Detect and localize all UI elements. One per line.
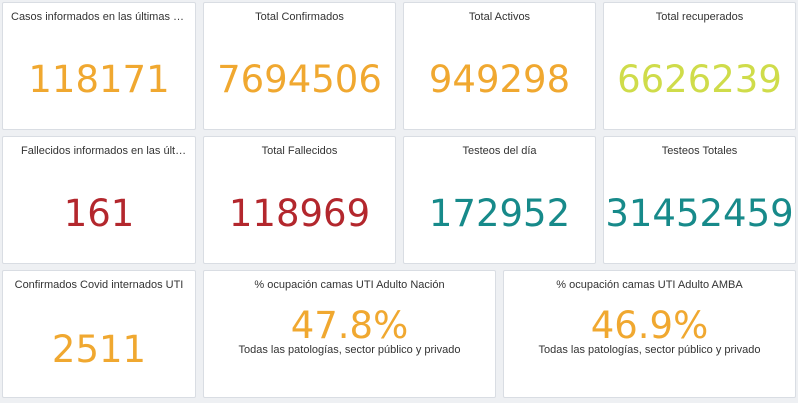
card-fallecidos-ultimas-24h[interactable]: Fallecidos informados en las últim… 161 bbox=[2, 136, 196, 264]
card-value: 31452459 bbox=[605, 192, 794, 235]
card-title: Casos informados en las últimas 2… bbox=[11, 11, 187, 23]
card-testeos-totales[interactable]: Testeos Totales 31452459 bbox=[603, 136, 796, 264]
card-value: 2511 bbox=[51, 328, 147, 371]
card-total-activos[interactable]: Total Activos 949298 bbox=[403, 2, 596, 130]
card-value: 47.8% bbox=[290, 304, 409, 347]
card-title: Total Activos bbox=[468, 11, 531, 23]
card-total-fallecidos[interactable]: Total Fallecidos 118969 bbox=[203, 136, 396, 264]
card-title: % ocupación camas UTI Adulto Nación bbox=[254, 279, 445, 291]
card-title: Testeos Totales bbox=[661, 145, 738, 157]
card-title: Testeos del día bbox=[462, 145, 537, 157]
card-total-confirmados[interactable]: Total Confirmados 7694506 bbox=[203, 2, 396, 130]
card-title: % ocupación camas UTI Adulto AMBA bbox=[556, 279, 743, 291]
card-value: 172952 bbox=[428, 192, 571, 235]
card-casos-ultimas-24h[interactable]: Casos informados en las últimas 2… 11817… bbox=[2, 2, 196, 130]
card-value: 46.9% bbox=[590, 304, 709, 347]
card-ocupacion-uti-amba[interactable]: % ocupación camas UTI Adulto AMBA 46.9% … bbox=[503, 270, 796, 398]
card-value: 161 bbox=[63, 192, 135, 235]
card-testeos-del-dia[interactable]: Testeos del día 172952 bbox=[403, 136, 596, 264]
card-value: 118171 bbox=[28, 58, 170, 101]
card-title: Total Fallecidos bbox=[261, 145, 338, 157]
card-title: Total recuperados bbox=[655, 11, 744, 23]
card-value: 7694506 bbox=[217, 58, 382, 101]
card-confirmados-internados-uti[interactable]: Confirmados Covid internados UTI 2511 bbox=[2, 270, 196, 398]
card-title: Fallecidos informados en las últim… bbox=[21, 145, 187, 157]
card-subtitle: Todas las patologías, sector público y p… bbox=[538, 344, 761, 356]
card-value: 6626239 bbox=[617, 58, 782, 101]
card-subtitle: Todas las patologías, sector público y p… bbox=[238, 344, 461, 356]
card-ocupacion-uti-nacion[interactable]: % ocupación camas UTI Adulto Nación 47.8… bbox=[203, 270, 496, 398]
card-value: 118969 bbox=[228, 192, 371, 235]
card-title: Total Confirmados bbox=[255, 11, 344, 23]
card-total-recuperados[interactable]: Total recuperados 6626239 bbox=[603, 2, 796, 130]
card-title: Confirmados Covid internados UTI bbox=[14, 279, 184, 291]
card-value: 949298 bbox=[428, 58, 571, 101]
